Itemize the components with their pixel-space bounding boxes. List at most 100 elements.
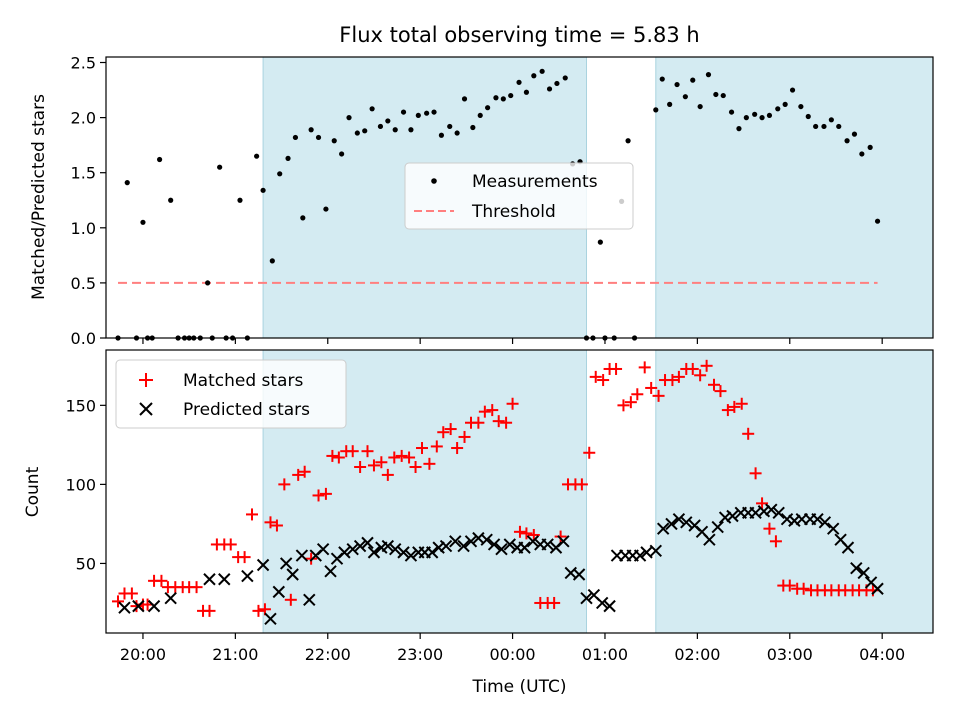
predicted-star-point	[672, 512, 686, 526]
measurement-point	[415, 112, 421, 119]
predicted-star-point	[449, 535, 462, 548]
measurement-point	[217, 164, 223, 170]
measurement-point	[447, 123, 453, 130]
predicted-star-point	[826, 522, 840, 535]
measurement-point	[400, 109, 407, 115]
predicted-star-point	[841, 541, 855, 554]
measurement-point	[766, 112, 773, 119]
measurement-point	[851, 131, 858, 137]
measurement-point	[805, 113, 811, 120]
legend-matched-label: Matched stars	[183, 371, 303, 391]
matched-star-point	[224, 538, 237, 551]
predicted-star-point	[241, 569, 254, 583]
matched-star-point	[298, 465, 311, 478]
measurement-point	[260, 187, 266, 193]
predicted-star-point	[432, 541, 445, 554]
measurement-point	[431, 109, 437, 115]
x-tick-label: 04:00	[859, 645, 905, 664]
matched-star-point	[112, 595, 125, 608]
measurement-point	[454, 130, 460, 136]
measurement-point	[140, 219, 146, 225]
measurement-point	[667, 101, 673, 107]
predicted-star-point	[526, 535, 540, 548]
measurement-point	[346, 115, 352, 121]
predicted-star-point	[272, 585, 285, 599]
bottom-panel: 50 100 150 20:00 21:00 22:00 23:00 00:00 01:00 0…	[23, 349, 934, 697]
predicted-star-point	[780, 512, 794, 526]
matched-star-point	[749, 467, 762, 480]
measurement-point	[813, 123, 819, 130]
measurement-point	[354, 130, 360, 136]
matched-star-point	[130, 600, 143, 613]
predicted-star-point	[367, 546, 381, 559]
predicted-star-point	[203, 573, 216, 586]
measurement-point	[705, 72, 712, 78]
measurement-point	[713, 91, 719, 98]
top-y-tick-label: 2.5	[71, 54, 96, 73]
predicted-star-point	[703, 533, 716, 546]
top-y-axis-label: Matched/Predicted stars	[29, 94, 49, 300]
bottom-legend: Matched stars Predicted stars	[115, 359, 347, 429]
matched-star-point	[486, 404, 499, 417]
x-tick-label: 23:00	[397, 645, 443, 664]
bottom-data-marks	[112, 359, 884, 625]
top-y-tick-label: 1.5	[71, 164, 96, 183]
matched-star-point	[319, 487, 332, 500]
measurement-point	[205, 280, 211, 286]
measurement-point	[461, 96, 468, 102]
predicted-star-point	[218, 573, 231, 586]
matched-star-point	[292, 468, 305, 481]
matched-star-point	[437, 426, 450, 439]
measurement-point	[377, 123, 384, 130]
predicted-star-point	[316, 542, 330, 556]
top-y-ticks: 0.0 0.5 1.0 1.5 2.0 2.5	[71, 54, 106, 348]
matched-star-point	[513, 525, 526, 538]
x-tick-label: 01:00	[582, 645, 628, 664]
matched-star-point	[190, 581, 203, 594]
matched-star-point	[589, 370, 602, 383]
measurement-point	[237, 197, 243, 203]
matched-star-point	[708, 378, 721, 391]
measurement-point	[269, 258, 275, 264]
matched-star-point	[624, 396, 637, 409]
predicted-star-point	[811, 512, 824, 526]
predicted-star-point	[649, 544, 663, 557]
measurement-point	[254, 153, 260, 159]
matched-star-point	[270, 519, 283, 532]
measurement-point	[798, 103, 804, 110]
matched-star-point	[694, 369, 707, 382]
measurement-point	[859, 151, 865, 157]
x-tick-label: 20:00	[120, 645, 166, 664]
matched-star-point	[492, 415, 505, 428]
measurement-point	[653, 107, 659, 113]
measurement-point	[493, 95, 499, 101]
legend-matched-marker	[139, 373, 153, 387]
measurement-point	[362, 128, 368, 134]
measurement-point	[867, 144, 873, 150]
matched-star-point	[258, 603, 271, 616]
shaded-interval-1	[655, 56, 934, 339]
legend-measurements-marker	[431, 178, 437, 184]
matched-star-point	[155, 574, 168, 587]
top-panel: 0.0 0.5 1.0 1.5 2.0 2.5 Flux total observing …	[29, 23, 934, 348]
predicted-star-point	[425, 546, 439, 559]
matched-star-point	[388, 451, 401, 464]
predicted-star-point	[718, 511, 732, 524]
top-y-tick-label: 2.0	[71, 109, 96, 128]
measurement-point	[674, 81, 680, 88]
measurement-point	[546, 86, 553, 92]
predicted-star-point	[132, 599, 145, 613]
matched-star-point	[395, 449, 408, 462]
matched-star-point	[472, 416, 485, 429]
predicted-star-point	[256, 558, 270, 572]
matched-star-point	[284, 593, 297, 606]
measurement-point	[828, 117, 834, 123]
predicted-star-point	[324, 565, 337, 578]
predicted-star-point	[495, 542, 508, 556]
measurement-point	[156, 156, 163, 163]
matched-star-point	[783, 579, 796, 592]
measurement-point	[408, 127, 414, 133]
predicted-star-point	[711, 520, 724, 534]
predicted-star-point	[857, 566, 870, 580]
matched-star-point	[423, 457, 436, 470]
